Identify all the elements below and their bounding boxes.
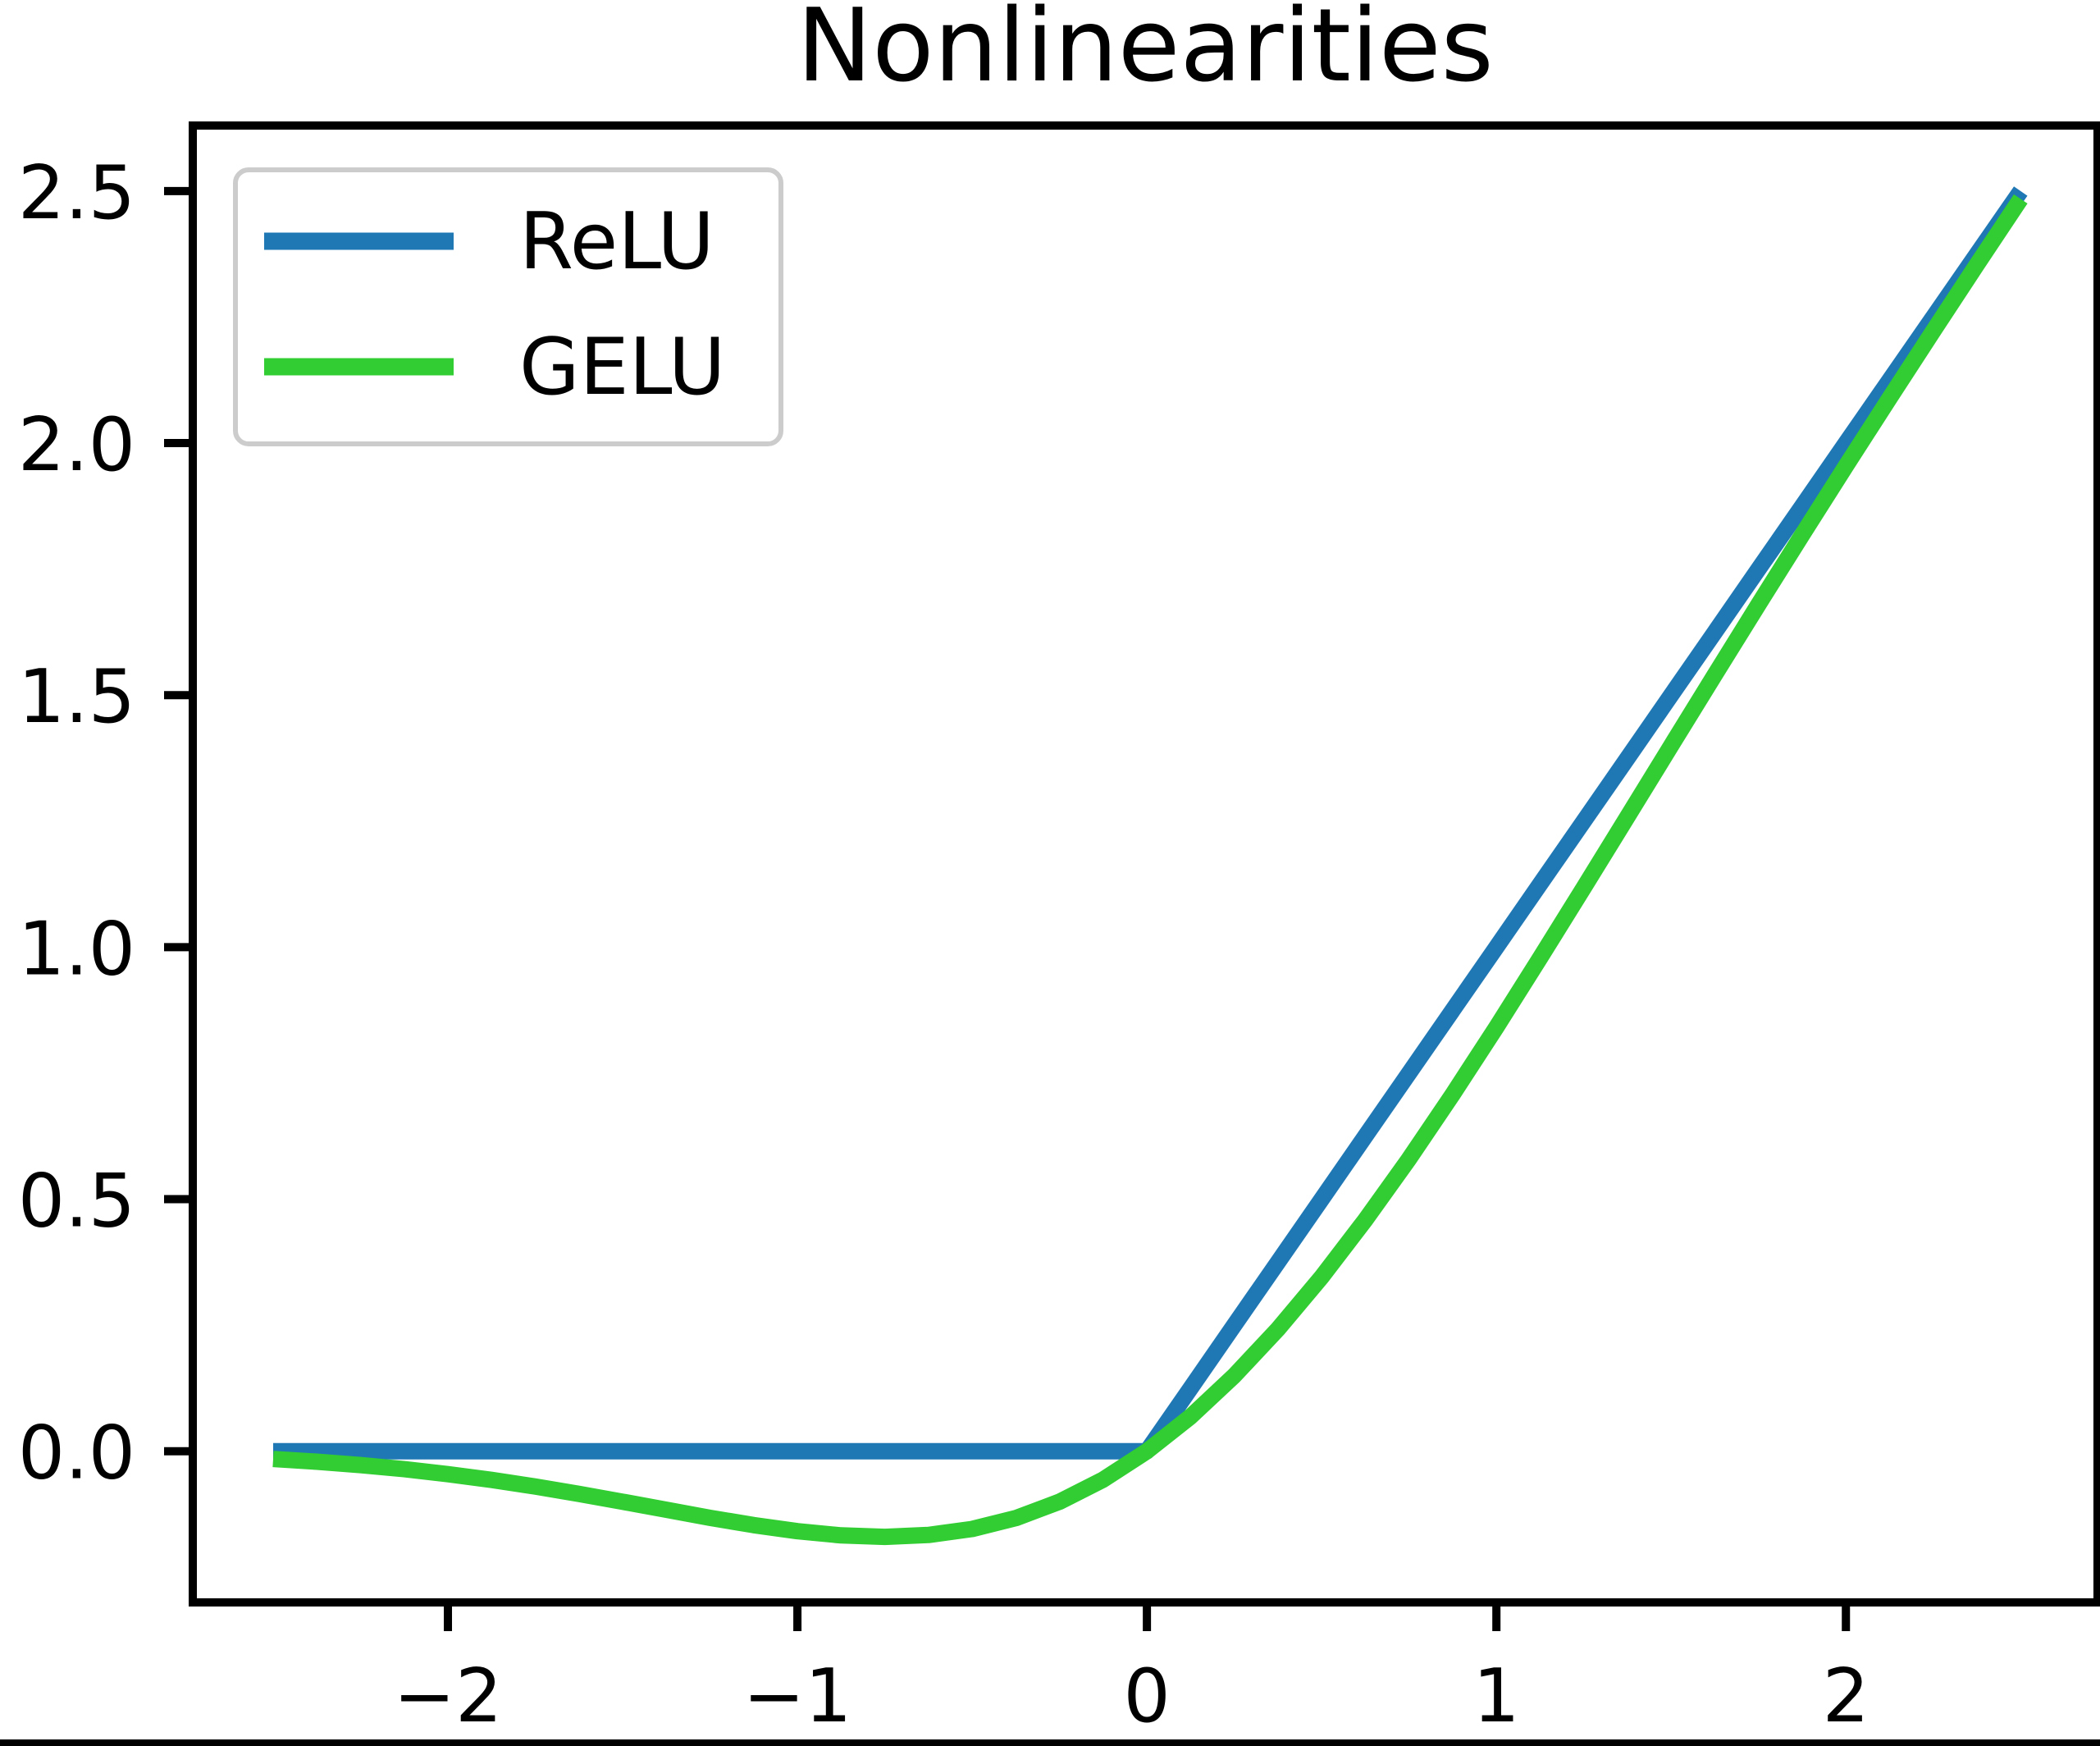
- x-tick-label: −1: [743, 1653, 852, 1739]
- gelu-line: [272, 194, 2028, 1546]
- axes: 0.0 0.5 1.0 1.5 2.0 2.5 −2 −1 0 1 2 ReLU GELU: [18, 121, 2100, 1739]
- y-tick-label: 0.0: [18, 1410, 135, 1497]
- legend-label-relu: ReLU: [519, 197, 714, 287]
- y-tick-label: 1.5: [18, 654, 135, 740]
- y-tick-label: 0.5: [18, 1159, 135, 1245]
- y-tick-label: 2.0: [18, 402, 135, 488]
- x-axis-ticks: −2 −1 0 1 2: [394, 1602, 1869, 1739]
- x-tick-label: 2: [1823, 1653, 1869, 1739]
- y-tick-label: 2.5: [18, 150, 135, 236]
- series-lines: [272, 186, 2028, 1546]
- legend-label-gelu: GELU: [519, 322, 725, 413]
- plot-border: [189, 121, 2100, 1607]
- y-tick-label: 1.0: [18, 906, 135, 992]
- bottom-edge-bar: [0, 1739, 2100, 1746]
- y-axis-ticks: 0.0 0.5 1.0 1.5 2.0 2.5: [18, 150, 193, 1497]
- chart-title: Nonlinearities: [797, 0, 1493, 105]
- x-tick-label: −2: [394, 1653, 503, 1739]
- x-tick-label: 1: [1473, 1653, 1520, 1739]
- x-tick-label: 0: [1123, 1653, 1170, 1739]
- legend: ReLU GELU: [233, 167, 783, 446]
